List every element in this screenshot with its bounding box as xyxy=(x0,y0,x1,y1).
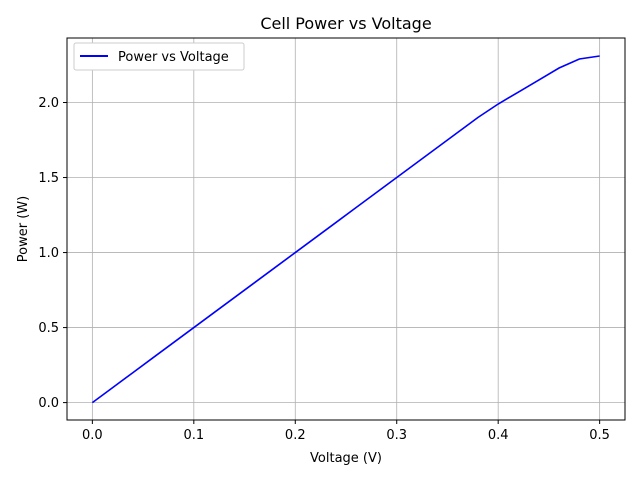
legend: Power vs Voltage xyxy=(73,42,245,71)
x-tick-label: 0.3 xyxy=(386,428,407,443)
x-tick-label: 0.5 xyxy=(589,428,610,443)
x-tick-label: 0.2 xyxy=(285,428,306,443)
x-tick-label: 0.4 xyxy=(488,428,509,443)
y-tick-label: 1.5 xyxy=(38,171,59,186)
y-tick-label: 0.5 xyxy=(38,321,59,336)
grid xyxy=(67,38,625,420)
y-axis: 0.0 0.5 1.0 1.5 2.0 xyxy=(38,96,67,411)
x-axis-label: Voltage (V) xyxy=(310,451,382,466)
series-line-power xyxy=(91,55,600,404)
y-tick-label: 0.0 xyxy=(38,396,59,411)
legend-entry: Power vs Voltage xyxy=(118,50,229,65)
y-tick-label: 1.0 xyxy=(38,246,59,261)
series-layer xyxy=(91,55,600,404)
y-tick-label: 2.0 xyxy=(38,96,59,111)
x-axis: 0.0 0.1 0.2 0.3 0.4 0.5 xyxy=(82,420,610,443)
y-axis-label: Power (W) xyxy=(16,196,31,262)
chart-title: Cell Power vs Voltage xyxy=(260,14,431,33)
x-tick-label: 0.1 xyxy=(183,428,204,443)
plot-frame xyxy=(66,37,626,421)
x-tick-label: 0.0 xyxy=(82,428,103,443)
legend-box xyxy=(73,42,245,71)
